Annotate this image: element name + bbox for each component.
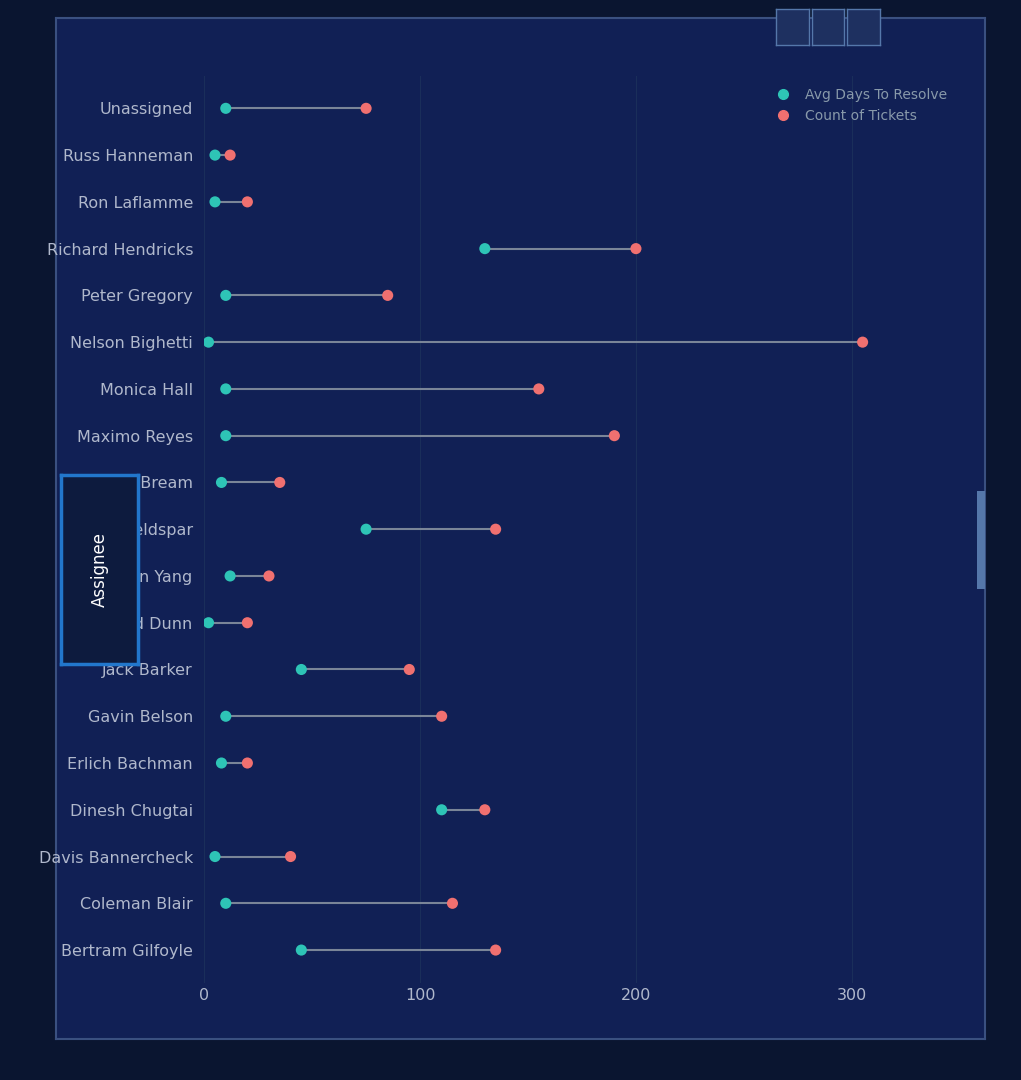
Point	[260, 567, 277, 584]
Point	[239, 754, 255, 771]
Point	[606, 427, 623, 444]
Point	[207, 193, 224, 211]
Point	[487, 942, 503, 959]
Text: Assignee: Assignee	[91, 532, 108, 607]
Point	[217, 287, 234, 305]
Point	[444, 894, 460, 912]
Point	[222, 147, 238, 164]
Point	[477, 240, 493, 257]
Point	[358, 521, 375, 538]
Point	[207, 147, 224, 164]
Point	[293, 942, 309, 959]
Point	[213, 754, 230, 771]
Point	[628, 240, 644, 257]
Point	[380, 287, 396, 305]
Point	[222, 567, 238, 584]
Point	[200, 615, 216, 632]
Point	[213, 474, 230, 491]
Point	[401, 661, 418, 678]
Point	[855, 334, 871, 351]
Point	[272, 474, 288, 491]
Point	[531, 380, 547, 397]
Point	[217, 380, 234, 397]
Point	[217, 707, 234, 725]
Point	[283, 848, 299, 865]
Point	[434, 801, 450, 819]
Point	[477, 801, 493, 819]
Point	[200, 334, 216, 351]
Point	[217, 99, 234, 117]
Point	[487, 521, 503, 538]
Point	[239, 193, 255, 211]
Point	[217, 427, 234, 444]
Point	[293, 661, 309, 678]
Legend: Avg Days To Resolve, Count of Tickets: Avg Days To Resolve, Count of Tickets	[764, 82, 953, 129]
Point	[358, 99, 375, 117]
Point	[239, 615, 255, 632]
Point	[217, 894, 234, 912]
Point	[207, 848, 224, 865]
Point	[434, 707, 450, 725]
